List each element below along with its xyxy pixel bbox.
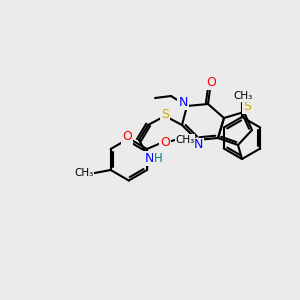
Text: N: N xyxy=(193,139,203,152)
Text: CH₃: CH₃ xyxy=(233,91,253,101)
Text: N: N xyxy=(178,95,188,109)
Text: CH₃: CH₃ xyxy=(176,135,195,145)
Text: O: O xyxy=(206,76,216,88)
Text: O: O xyxy=(160,136,170,148)
Text: H: H xyxy=(154,152,162,164)
Text: O: O xyxy=(122,130,132,143)
Text: S: S xyxy=(161,109,169,122)
Text: S: S xyxy=(243,100,251,112)
Text: CH₃: CH₃ xyxy=(74,168,93,178)
Text: N: N xyxy=(144,152,154,164)
